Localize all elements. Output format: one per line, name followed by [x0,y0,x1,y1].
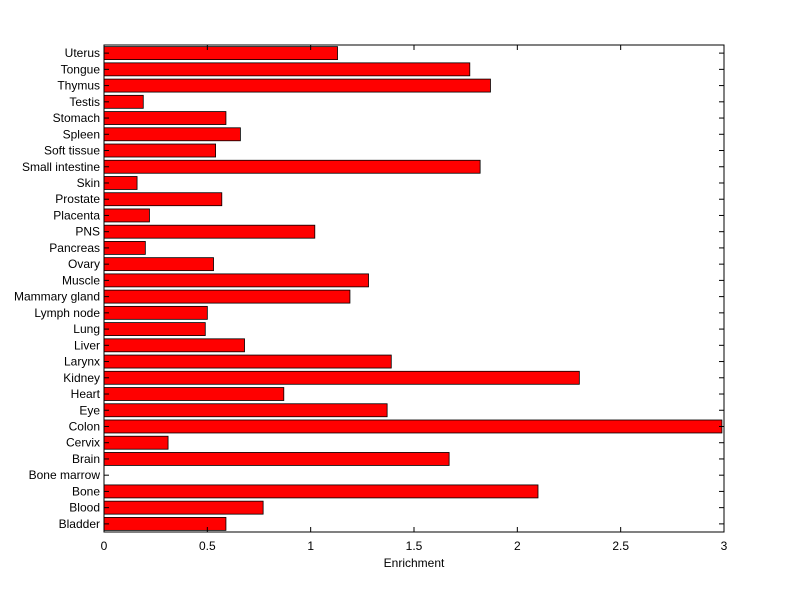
y-tick-label: Eye [79,403,100,417]
bar-blood [103,500,264,515]
bar-pns [103,224,316,239]
y-tick-label: Colon [69,419,100,433]
y-tick-label: Blood [69,501,100,515]
x-tick-label: 1 [307,539,314,553]
bar-soft-tissue [103,143,216,158]
bar-uterus [103,46,338,61]
y-tick-label: PNS [75,225,100,239]
y-tick-label: Placenta [53,208,100,222]
y-tick-label: Lymph node [34,306,100,320]
bar-kidney [103,370,580,385]
x-tick-label: 3 [721,539,728,553]
y-tick-label: Testis [69,95,100,109]
y-tick-label: Ovary [68,257,100,271]
x-tick-label: 2.5 [612,539,629,553]
bar-tongue [103,62,471,77]
plot-frame [103,44,725,533]
bar-bone [103,484,539,499]
y-tick-label: Heart [71,387,101,401]
y-tick-label: Small intestine [22,160,100,174]
bar-lymph-node [103,305,208,320]
ticks-group: Uterus Tongue Thymus Testis Stomach Spleen Sof… [14,45,728,553]
bar-ovary [103,257,214,272]
x-tick-label: 0 [101,539,108,553]
bar-cervix [103,435,169,450]
y-tick-label: Lung [73,322,100,336]
y-tick-label: Uterus [65,46,100,60]
y-tick-label: Kidney [63,371,100,385]
bar-placenta [103,208,150,223]
x-axis-label: Enrichment [384,556,445,570]
y-tick-label: Muscle [62,273,100,287]
bar-heart [103,387,285,401]
bar-pancreas [103,241,146,255]
plot-area [104,45,724,532]
bar-muscle [103,273,369,288]
bar-spleen [103,127,241,142]
bar-small-intestine [103,159,481,174]
x-tick-label: 2 [514,539,521,553]
x-tick-label: 1.5 [406,539,423,553]
y-tick-label: Soft tissue [44,144,100,158]
y-tick-label: Larynx [64,355,100,369]
y-tick-label: Cervix [66,436,100,450]
bar-stomach [103,111,227,125]
y-tick-label: Liver [74,338,100,352]
bar-testis [103,94,144,109]
y-tick-label: Tongue [61,62,101,76]
y-tick-label: Skin [77,176,100,190]
y-tick-label: Bladder [59,517,100,531]
y-tick-label: Thymus [57,79,100,93]
bar-thymus [103,78,491,93]
bar-brain [103,452,450,466]
bar-eye [103,403,388,418]
bar-liver [103,338,245,353]
y-tick-label: Mammary gland [14,290,100,304]
y-tick-label: Pancreas [49,241,100,255]
bar-colon [103,419,723,434]
x-tick-label: 0.5 [199,539,216,553]
y-tick-label: Bone [72,484,100,498]
bar-prostate [103,192,223,207]
y-tick-label: Stomach [53,111,100,125]
y-tick-label: Brain [72,452,100,466]
y-tick-label: Bone marrow [29,468,101,482]
y-tick-label: Spleen [63,127,100,141]
bar-mammary-gland [103,289,351,304]
bar-lung [103,322,206,336]
bar-larynx [103,354,392,369]
y-tick-label: Prostate [55,192,100,206]
